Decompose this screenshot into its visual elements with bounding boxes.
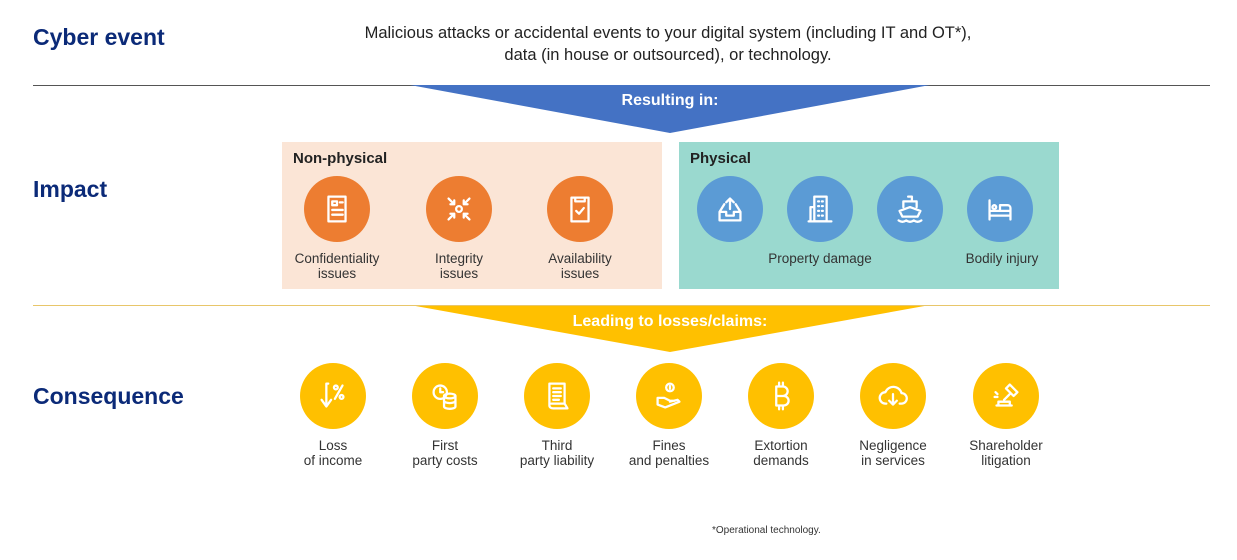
label-shareholder-litigation: Shareholder litigation: [969, 438, 1043, 468]
clipboard-check-icon: [547, 176, 613, 242]
converge-arrows-icon: [426, 176, 492, 242]
resulting-arrow: [410, 85, 930, 133]
label-confidentiality: Confidentiality issues: [294, 251, 380, 281]
description-line-2: data (in house or outsourced), or techno…: [504, 46, 832, 64]
resulting-in-label: Resulting in:: [621, 92, 719, 109]
gavel-icon: [973, 363, 1039, 429]
physical-title: Physical: [690, 150, 751, 167]
label-loss-of-income: Loss of income: [303, 438, 363, 468]
leading-arrow: [410, 305, 930, 352]
label-integrity: Integrity issues: [434, 251, 484, 281]
label-extortion-demands: Extortion demands: [753, 438, 809, 468]
bed-icon: [967, 176, 1033, 242]
hand-coin-icon: [636, 363, 702, 429]
document-icon: [304, 176, 370, 242]
cyber-event-description: Malicious attacks or accidental events t…: [300, 22, 1036, 66]
footnote: *Operational technology.: [712, 525, 821, 536]
ship-icon: [877, 176, 943, 242]
label-property-damage: Property damage: [768, 251, 872, 266]
divider-middle: [33, 305, 1210, 306]
consequence-title: Consequence: [33, 383, 184, 409]
bitcoin-icon: [748, 363, 814, 429]
label-fines-penalties: Fines and penalties: [628, 438, 710, 468]
percent-down-icon: [300, 363, 366, 429]
label-first-party-costs: First party costs: [412, 438, 478, 468]
label-negligence-services: Negligence in services: [859, 438, 927, 468]
label-availability: Availability issues: [548, 251, 612, 281]
non-physical-title: Non-physical: [293, 150, 388, 167]
inbox-upload-icon: [697, 176, 763, 242]
building-icon: [787, 176, 853, 242]
leading-to-losses-label: Leading to losses/claims:: [572, 313, 768, 330]
description-line-1: Malicious attacks or accidental events t…: [364, 24, 972, 42]
impact-title: Impact: [33, 176, 108, 202]
label-bodily-injury: Bodily injury: [965, 251, 1039, 266]
label-third-party-liability: Third party liability: [519, 438, 595, 468]
cyber-event-title: Cyber event: [33, 24, 165, 50]
coins-clock-icon: [412, 363, 478, 429]
scroll-icon: [524, 363, 590, 429]
cloud-download-icon: [860, 363, 926, 429]
